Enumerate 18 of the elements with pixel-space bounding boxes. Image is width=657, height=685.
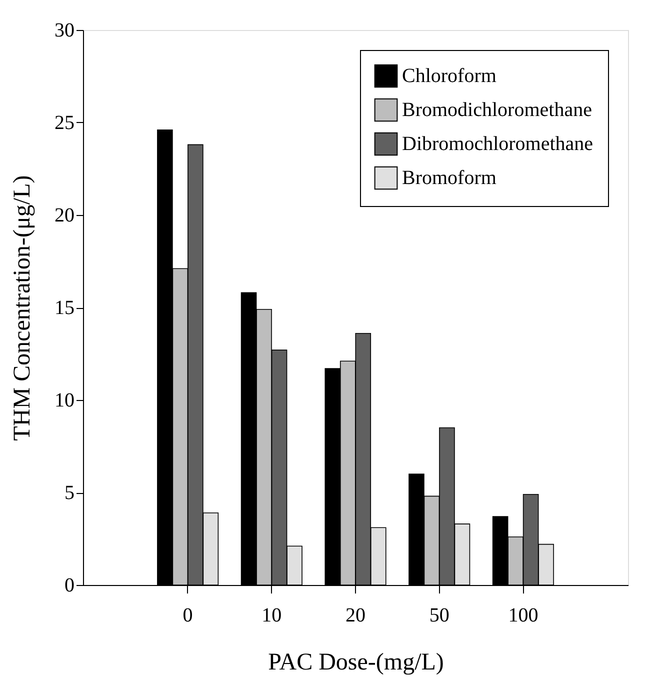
x-tick-label: 0 — [182, 604, 193, 626]
y-tick-label: 5 — [64, 482, 74, 504]
y-tick-label: 25 — [54, 112, 74, 134]
y-tick-label: 10 — [54, 390, 74, 412]
y-tick-label: 15 — [54, 297, 74, 319]
legend-label: Bromodichloromethane — [402, 99, 592, 121]
legend-label: Chloroform — [402, 65, 497, 87]
x-tick-label: 50 — [429, 604, 450, 626]
x-tick-label: 100 — [508, 604, 538, 626]
y-tick-label: 20 — [54, 204, 74, 226]
y-tick-label: 0 — [64, 574, 74, 596]
y-tick-label: 30 — [54, 20, 74, 42]
legend-label: Dibromochloromethane — [402, 133, 594, 155]
x-axis-title: PAC Dose-(mg/L) — [268, 650, 444, 676]
x-tick-label: 10 — [262, 604, 282, 626]
y-axis-title: THM Concentration-(μg/L) — [10, 175, 36, 441]
x-tick-label: 20 — [346, 604, 366, 626]
legend-label: Bromoform — [402, 167, 497, 189]
